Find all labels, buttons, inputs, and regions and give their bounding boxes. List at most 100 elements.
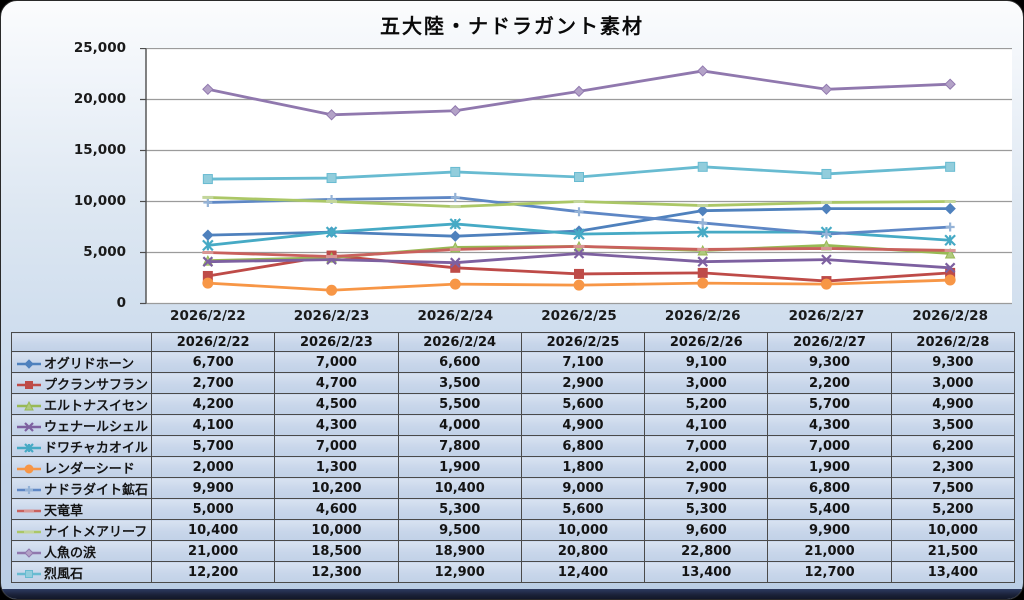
plus-marker-icon	[945, 222, 955, 232]
dash-marker-icon	[820, 246, 832, 250]
x-marker-icon	[944, 262, 956, 274]
table-value-cell: 7,100	[520, 351, 646, 373]
plus-marker-icon	[203, 198, 213, 208]
dash-marker-icon	[326, 255, 338, 259]
table-value-cell: 9,600	[644, 519, 769, 541]
circle-marker-icon	[697, 277, 709, 289]
table-row: ナイトメアリーフ 10,400 10,000 9,500 10,000 9,600 9,90…	[11, 519, 1016, 541]
square-marker-icon	[202, 174, 213, 185]
series-legend-icon	[17, 380, 41, 389]
square-marker-icon	[326, 173, 337, 184]
table-value-cell: 7,500	[890, 477, 1016, 499]
table-value-cell: 2,700	[150, 372, 276, 394]
dash-marker-icon	[944, 248, 956, 252]
table-value-cell: 4,900	[520, 414, 646, 436]
table-value-cell: 7,000	[767, 435, 892, 457]
diamond-marker-icon	[202, 83, 214, 96]
square-marker-icon	[697, 161, 708, 172]
table-value-cell: 3,500	[397, 372, 522, 394]
series-legend-icon	[17, 464, 41, 473]
asterisk-marker-icon	[696, 226, 709, 238]
diamond-marker-icon	[202, 229, 214, 241]
series-name: ウェナールシェル	[44, 419, 149, 435]
x-axis-label: 2026/2/24	[417, 308, 494, 324]
series-legend-icon	[17, 400, 41, 410]
table-value-cell: 9,100	[644, 351, 769, 373]
series-name: 天竜草	[44, 503, 84, 519]
dash-marker-icon	[697, 247, 709, 251]
circle-marker-icon	[820, 278, 832, 290]
table-value-cell: 10,200	[274, 477, 399, 499]
table-row: 烈風石 12,200 12,300 12,900 12,400 13,400 12,700 1…	[11, 561, 1016, 583]
table-date-header: 2026/2/22	[150, 332, 276, 352]
diamond-marker-icon	[820, 202, 833, 215]
table-value-cell: 22,800	[644, 540, 769, 562]
diamond-marker-icon	[449, 230, 461, 242]
table-value-cell: 5,600	[520, 498, 646, 520]
series-label-cell: エルトナスイセン	[11, 393, 152, 415]
series-legend-icon	[17, 421, 41, 432]
dash-marker-icon	[326, 200, 338, 203]
asterisk-marker-icon	[24, 442, 34, 453]
table-value-cell: 5,000	[150, 498, 276, 520]
table-value-cell: 12,400	[520, 561, 646, 583]
x-axis-label: 2026/2/23	[293, 308, 370, 324]
diamond-marker-icon	[820, 83, 833, 96]
table-value-cell: 21,500	[890, 540, 1016, 562]
dash-marker-icon	[944, 200, 956, 203]
square-marker-icon	[574, 172, 584, 183]
table-value-cell: 18,500	[274, 540, 399, 562]
diamond-marker-icon	[24, 547, 34, 558]
series-name: ナイトメアリーフ	[44, 524, 148, 540]
dash-marker-icon	[573, 200, 585, 203]
plus-marker-icon	[25, 485, 33, 494]
table-header-row: 2026/2/22 2026/2/23 2026/2/24 2026/2/25 2026…	[11, 332, 1016, 352]
table-value-cell: 3,000	[644, 372, 769, 394]
series-legend-icon	[17, 530, 41, 533]
table-value-cell: 5,700	[150, 435, 276, 457]
dash-marker-icon	[449, 247, 461, 251]
dash-marker-icon	[202, 251, 214, 254]
table-value-cell: 6,800	[767, 477, 892, 499]
diamond-marker-icon	[697, 204, 709, 217]
table-row: ウェナールシェル 4,100 4,300 4,000 4,900 4,100 4,300 3,…	[11, 414, 1016, 436]
x-marker-icon	[697, 256, 708, 267]
table-row: エルトナスイセン 4,200 4,500 5,500 5,600 5,200 5,700 4,…	[11, 393, 1016, 415]
series-name: エルトナスイセン	[44, 398, 149, 414]
table-date-header: 2026/2/28	[890, 332, 1016, 352]
table-value-cell: 7,000	[644, 435, 769, 457]
x-marker-icon	[24, 421, 34, 432]
series-label-cell: 天竜草	[11, 498, 152, 520]
table-value-cell: 2,000	[150, 456, 276, 478]
table-value-cell: 12,200	[150, 561, 276, 583]
table-value-cell: 6,200	[890, 435, 1016, 457]
dash-marker-icon	[697, 204, 709, 208]
table-value-cell: 9,500	[397, 519, 522, 541]
table-value-cell: 12,900	[397, 561, 522, 583]
x-marker-icon	[202, 256, 214, 267]
diamond-marker-icon	[573, 85, 585, 98]
series-legend-icon	[17, 569, 41, 578]
asterisk-marker-icon	[449, 218, 462, 230]
table-value-cell: 1,300	[274, 456, 399, 478]
x-marker-icon	[450, 257, 461, 268]
table-date-header: 2026/2/26	[644, 332, 769, 352]
x-marker-icon	[573, 248, 585, 259]
plus-marker-icon	[698, 218, 708, 228]
table-value-cell: 3,000	[890, 372, 1016, 394]
series-name: ナドラダイト鉱石	[44, 482, 149, 498]
triangle-marker-icon	[944, 247, 956, 259]
table-value-cell: 2,300	[890, 456, 1016, 478]
series-name: 人魚の涙	[44, 545, 97, 561]
diamond-marker-icon	[944, 78, 956, 90]
series-label-cell: プクランサフラン	[11, 372, 152, 394]
series-label-cell: ナドラダイト鉱石	[11, 477, 152, 499]
table-value-cell: 4,300	[274, 414, 399, 436]
table-value-cell: 4,200	[150, 393, 276, 415]
table-row: ナドラダイト鉱石 9,900 10,200 10,400 9,000 7,900 6,800…	[11, 477, 1016, 499]
series-label-cell: 人魚の涙	[11, 540, 152, 562]
table-value-cell: 5,200	[890, 498, 1016, 520]
table-value-cell: 6,700	[150, 351, 276, 373]
x-axis: 2026/2/22 2026/2/23 2026/2/24 2026/2/25 2026…	[146, 308, 1012, 324]
diamond-marker-icon	[24, 358, 34, 369]
